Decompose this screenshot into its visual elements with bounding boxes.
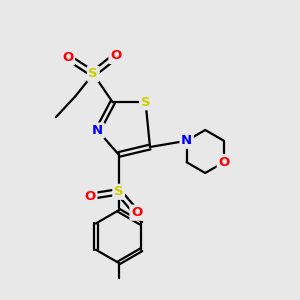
Text: N: N	[181, 134, 192, 147]
Text: S: S	[141, 96, 150, 109]
Text: O: O	[110, 50, 121, 62]
Text: O: O	[218, 156, 230, 169]
Text: S: S	[114, 185, 124, 198]
Text: S: S	[88, 68, 98, 80]
Text: O: O	[131, 206, 142, 219]
Text: N: N	[92, 124, 103, 137]
Text: O: O	[85, 190, 96, 203]
Text: O: O	[62, 51, 74, 64]
